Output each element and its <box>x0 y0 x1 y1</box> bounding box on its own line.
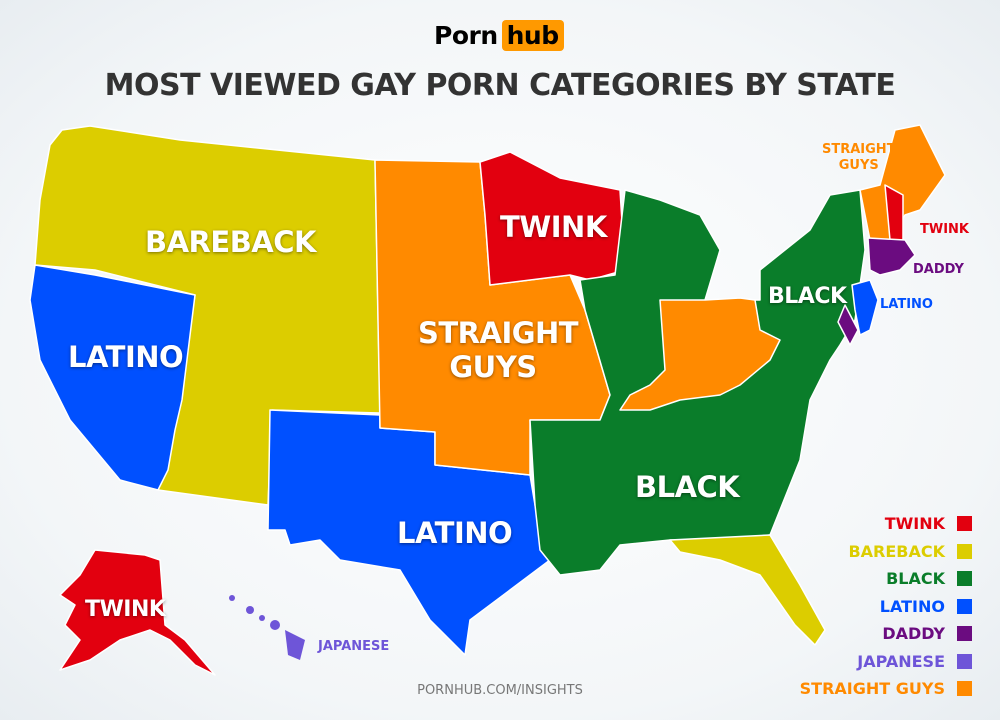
pornhub-logo: Porn hub <box>434 20 564 51</box>
legend-swatch <box>957 598 972 614</box>
logo-part2: hub <box>501 20 564 51</box>
region-straight-guys-ohio-valley <box>619 297 781 411</box>
label-straight-guys-line1: STRAIGHT <box>418 316 579 350</box>
legend-swatch <box>957 543 972 559</box>
legend-item-twink: TWINK <box>800 510 972 538</box>
legend-item-daddy: DADDY <box>800 620 972 648</box>
region-latino-nj <box>851 279 879 336</box>
legend: TWINK BAREBACK BLACK LATINO DADDY JAPANE… <box>800 510 972 703</box>
region-daddy-new-england <box>867 237 916 276</box>
legend-label: JAPANESE <box>857 651 945 671</box>
region-japanese-hawaii <box>229 595 305 660</box>
label-straight-guys-ne: STRAIGHT GUYS <box>822 142 896 174</box>
label-daddy-ne: DADDY <box>913 262 964 277</box>
legend-label: LATINO <box>879 596 945 616</box>
legend-swatch <box>957 653 972 669</box>
page-title: MOST VIEWED GAY PORN CATEGORIES BY STATE <box>104 68 896 103</box>
legend-label: BLACK <box>886 569 945 589</box>
legend-label: DADDY <box>882 624 945 644</box>
label-straight-guys-line2: GUYS <box>449 350 537 384</box>
legend-item-latino: LATINO <box>800 593 972 621</box>
legend-item-japanese: JAPANESE <box>800 648 972 676</box>
legend-item-straight-guys: STRAIGHT GUYS <box>800 675 972 703</box>
label-black-pa: BLACK <box>768 284 847 309</box>
legend-label: BAREBACK <box>848 541 945 561</box>
region-bareback-florida <box>669 534 826 646</box>
label-straight-guys-ne-line2: GUYS <box>838 158 879 173</box>
label-bareback: BAREBACK <box>145 225 317 259</box>
region-latino-west <box>29 264 196 491</box>
legend-swatch <box>957 681 972 697</box>
label-twink-nh: TWINK <box>920 222 969 237</box>
logo-part1: Porn <box>434 21 498 50</box>
region-daddy-mid-atlantic <box>837 304 859 346</box>
label-japanese-hawaii: JAPANESE <box>318 639 390 654</box>
label-straight-guys: STRAIGHT GUYS <box>418 316 579 384</box>
legend-label: TWINK <box>884 514 945 534</box>
label-latino-nj: LATINO <box>880 297 933 312</box>
label-twink-alaska: TWINK <box>85 597 166 622</box>
legend-swatch <box>957 571 972 587</box>
legend-swatch <box>957 516 972 532</box>
label-straight-guys-ne-line1: STRAIGHT <box>822 142 896 157</box>
label-latino-texas: LATINO <box>397 516 513 550</box>
legend-item-black: BLACK <box>800 565 972 593</box>
label-latino-west: LATINO <box>68 340 184 374</box>
legend-swatch <box>957 626 972 642</box>
legend-label: STRAIGHT GUYS <box>799 679 945 699</box>
region-twink-midwest <box>479 151 626 286</box>
label-twink-midwest: TWINK <box>500 210 607 244</box>
footer-url: PORNHUB.COM/INSIGHTS <box>417 683 583 698</box>
region-twink-alaska <box>59 549 216 676</box>
legend-item-bareback: BAREBACK <box>800 538 972 566</box>
label-black-south: BLACK <box>635 470 740 504</box>
